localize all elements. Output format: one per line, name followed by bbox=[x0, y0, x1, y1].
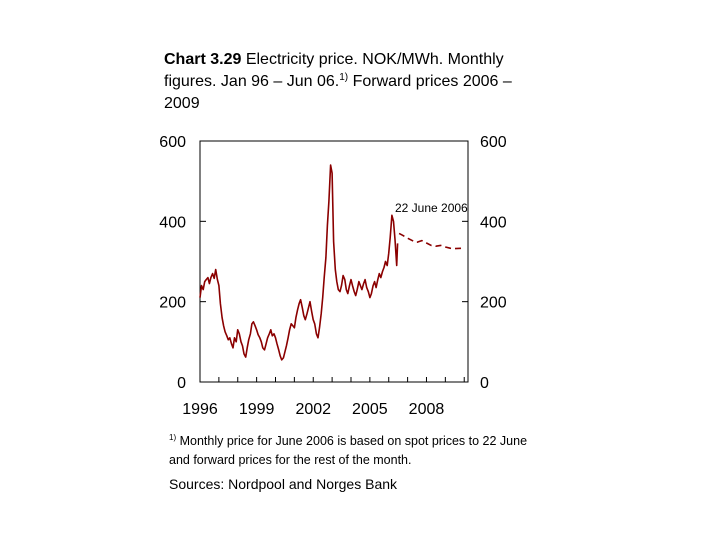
forward-price-line bbox=[398, 232, 463, 250]
chart-title-text: Electricity price. NOK/MWh. Monthly figu… bbox=[164, 51, 504, 90]
footnote: 1) Monthly price for June 2006 is based … bbox=[169, 432, 529, 470]
chart-number: Chart 3.29 bbox=[164, 51, 242, 68]
plot-frame bbox=[199, 140, 469, 383]
y-tick-label-left: 0 bbox=[177, 375, 186, 392]
y-axis-ticks: 0 0 200 200 400 400 600 600 bbox=[159, 134, 507, 392]
x-tick-label: 1996 bbox=[182, 401, 218, 418]
y-tick-label-left: 200 bbox=[159, 295, 186, 312]
x-axis-ticks: 1996 1999 2002 2005 2008 bbox=[182, 377, 465, 418]
y-tick-label-right: 0 bbox=[480, 375, 489, 392]
x-tick-label: 2008 bbox=[409, 401, 445, 418]
y-tick-label-right: 600 bbox=[480, 134, 507, 151]
electricity-price-chart: 0 0 200 200 400 400 600 600 1996 1999 2002 2005 200… bbox=[159, 134, 507, 418]
x-tick-label: 1999 bbox=[239, 401, 275, 418]
annotation-22-june-2006: 22 June 2006 bbox=[395, 201, 468, 215]
footnote-text: Monthly price for June 2006 is based on … bbox=[169, 434, 528, 467]
title-footnote-marker: 1) bbox=[339, 72, 349, 83]
x-tick-label: 2005 bbox=[352, 401, 388, 418]
y-tick-label-right: 200 bbox=[480, 295, 507, 312]
y-tick-label-left: 600 bbox=[159, 134, 186, 151]
y-tick-label-right: 400 bbox=[480, 214, 507, 231]
sources: Sources: Nordpool and Norges Bank bbox=[169, 476, 398, 492]
y-tick-label-left: 400 bbox=[159, 214, 186, 231]
series-layer bbox=[199, 164, 463, 361]
footnote-marker: 1) bbox=[169, 433, 177, 442]
x-tick-label: 2002 bbox=[295, 401, 331, 418]
chart-title: Chart 3.29 Electricity price. NOK/MWh. M… bbox=[164, 49, 534, 115]
spot-price-line bbox=[199, 164, 399, 361]
chart-title-text-continued: Forward prices 2006 – 2009 bbox=[164, 73, 512, 112]
